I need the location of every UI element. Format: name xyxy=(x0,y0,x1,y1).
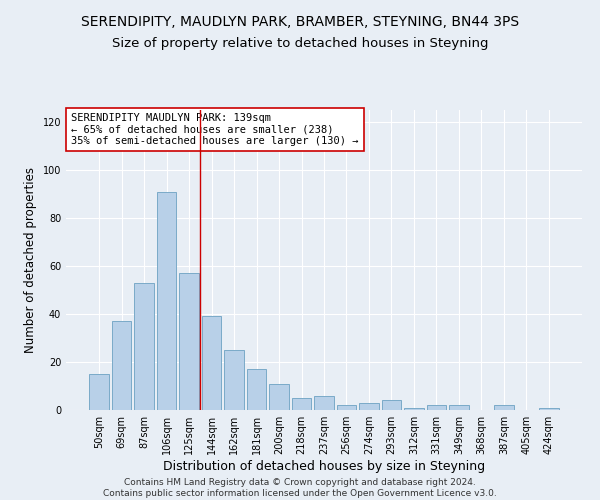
X-axis label: Distribution of detached houses by size in Steyning: Distribution of detached houses by size … xyxy=(163,460,485,473)
Bar xyxy=(134,283,154,410)
Text: Size of property relative to detached houses in Steyning: Size of property relative to detached ho… xyxy=(112,38,488,51)
Bar xyxy=(202,316,221,410)
Bar xyxy=(179,273,199,410)
Bar xyxy=(314,396,334,410)
Text: SERENDIPITY MAUDLYN PARK: 139sqm
← 65% of detached houses are smaller (238)
35% : SERENDIPITY MAUDLYN PARK: 139sqm ← 65% o… xyxy=(71,113,359,146)
Text: Contains HM Land Registry data © Crown copyright and database right 2024.
Contai: Contains HM Land Registry data © Crown c… xyxy=(103,478,497,498)
Bar xyxy=(382,400,401,410)
Bar xyxy=(157,192,176,410)
Bar xyxy=(359,403,379,410)
Bar xyxy=(89,374,109,410)
Bar xyxy=(292,398,311,410)
Text: SERENDIPITY, MAUDLYN PARK, BRAMBER, STEYNING, BN44 3PS: SERENDIPITY, MAUDLYN PARK, BRAMBER, STEY… xyxy=(81,15,519,29)
Bar xyxy=(427,405,446,410)
Bar xyxy=(539,408,559,410)
Bar xyxy=(404,408,424,410)
Bar xyxy=(112,321,131,410)
Bar xyxy=(224,350,244,410)
Bar xyxy=(269,384,289,410)
Bar xyxy=(247,369,266,410)
Bar xyxy=(449,405,469,410)
Bar xyxy=(494,405,514,410)
Bar xyxy=(337,405,356,410)
Y-axis label: Number of detached properties: Number of detached properties xyxy=(24,167,37,353)
